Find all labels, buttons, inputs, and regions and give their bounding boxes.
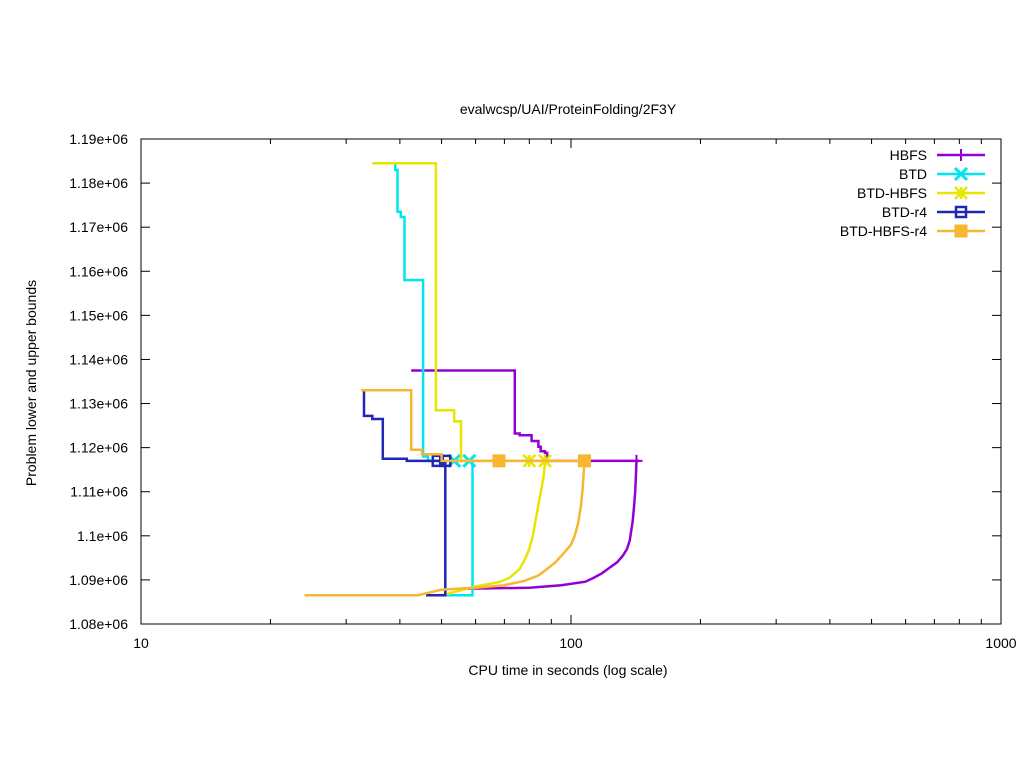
plot-border bbox=[140, 138, 1002, 625]
y-axis-label: Problem lower and upper bounds bbox=[23, 280, 39, 486]
x-tick-label: 1000 bbox=[985, 635, 1016, 651]
series-btd-upper-line bbox=[393, 163, 473, 463]
series-hbfs-upper-line bbox=[411, 369, 640, 463]
series-btd-hbfs-lower-line bbox=[441, 460, 547, 597]
axis-ticks: 1.08e+06 1.09e+06 1.1e+06 1.11e+06 1.12e+06 1… bbox=[69, 131, 1017, 651]
legend: HBFS BTD BTD-HBFS BTD-r4 BTD-HBFS-r4 bbox=[840, 147, 985, 239]
plot-frame bbox=[140, 138, 1002, 625]
series-btd-r4 bbox=[362, 390, 452, 597]
series-btd-hbfs-upper-line bbox=[372, 162, 548, 463]
y-tick-label: 1.18e+06 bbox=[69, 175, 128, 191]
series-hbfs bbox=[411, 369, 643, 590]
chart-title: evalwcsp/UAI/ProteinFolding/2F3Y bbox=[460, 101, 677, 117]
series-layer bbox=[304, 162, 643, 597]
y-tick-label: 1.17e+06 bbox=[69, 219, 128, 235]
legend-item: BTD-HBFS-r4 bbox=[840, 223, 985, 239]
series-btd-hbfs-r4-marker bbox=[578, 454, 592, 468]
legend-item: BTD-r4 bbox=[882, 204, 985, 220]
y-tick-label: 1.1e+06 bbox=[77, 528, 128, 544]
series-hbfs-marker bbox=[630, 454, 643, 467]
series-btd-hbfs-r4 bbox=[304, 389, 592, 597]
legend-label: BTD bbox=[899, 166, 927, 182]
legend-label: BTD-HBFS-r4 bbox=[840, 223, 927, 239]
series-btd-lower-line bbox=[433, 460, 474, 597]
legend-marker bbox=[955, 149, 967, 161]
series-hbfs-lower-line bbox=[459, 460, 638, 590]
legend-marker bbox=[954, 186, 968, 200]
legend-item: BTD bbox=[899, 166, 985, 182]
y-tick-label: 1.12e+06 bbox=[69, 440, 128, 456]
series-btd-hbfs-r4-marker bbox=[492, 454, 506, 468]
legend-marker bbox=[954, 205, 968, 219]
series-btd-hbfs-r4-lower-line bbox=[304, 460, 586, 597]
y-tick-label: 1.19e+06 bbox=[69, 131, 128, 147]
legend-label: BTD-r4 bbox=[882, 204, 927, 220]
y-tick-label: 1.15e+06 bbox=[69, 307, 128, 323]
y-tick-label: 1.14e+06 bbox=[69, 351, 128, 367]
legend-marker bbox=[954, 224, 968, 238]
x-tick-label: 10 bbox=[133, 635, 149, 651]
legend-label: HBFS bbox=[890, 147, 927, 163]
legend-item: HBFS bbox=[890, 147, 985, 163]
series-btd-hbfs-r4-upper-line bbox=[361, 389, 586, 463]
legend-marker bbox=[953, 166, 969, 182]
x-tick-label: 100 bbox=[559, 635, 583, 651]
series-btd-hbfs bbox=[372, 162, 552, 597]
legend-item: BTD-HBFS bbox=[857, 185, 985, 201]
y-tick-label: 1.13e+06 bbox=[69, 396, 128, 412]
y-tick-label: 1.11e+06 bbox=[70, 484, 128, 500]
y-tick-label: 1.09e+06 bbox=[69, 572, 128, 588]
series-btd-r4-upper-line bbox=[362, 390, 446, 463]
y-tick-label: 1.16e+06 bbox=[69, 263, 128, 279]
series-btd-r4-lower-line bbox=[426, 460, 447, 597]
x-axis-label: CPU time in seconds (log scale) bbox=[468, 662, 667, 678]
legend-label: BTD-HBFS bbox=[857, 185, 927, 201]
y-tick-label: 1.08e+06 bbox=[69, 616, 128, 632]
